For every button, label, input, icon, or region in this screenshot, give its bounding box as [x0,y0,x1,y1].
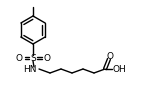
Text: O: O [44,54,51,62]
Text: OH: OH [112,65,126,73]
Text: HN: HN [23,65,37,73]
Text: O: O [106,51,114,60]
Text: S: S [30,54,36,62]
Text: O: O [15,54,22,62]
